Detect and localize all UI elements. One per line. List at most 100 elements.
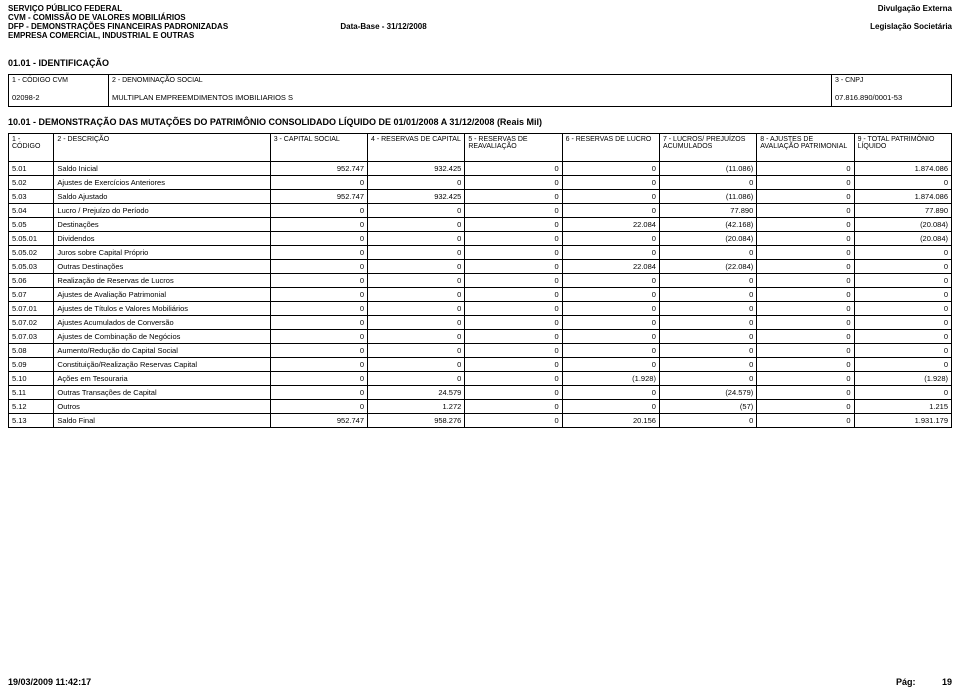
table-row: 5.08Aumento/Redução do Capital Social000…	[9, 344, 952, 358]
cell-code: 5.05.03	[9, 260, 54, 274]
cell-value: 0	[465, 302, 562, 316]
cell-value: 0	[270, 330, 367, 344]
cell-value: 0	[854, 246, 951, 260]
cell-value: 0	[854, 330, 951, 344]
mutations-table: 1 - CÓDIGO 2 - DESCRIÇÃO 3 - CAPITAL SOC…	[8, 133, 952, 428]
cell-value: 0	[854, 316, 951, 330]
cell-value: 952.747	[270, 190, 367, 204]
cell-value: (20.084)	[854, 232, 951, 246]
cell-value: 0	[465, 162, 562, 176]
cell-value: 0	[854, 274, 951, 288]
cell-value: 0	[562, 246, 659, 260]
cell-desc: Ajustes de Títulos e Valores Mobiliários	[54, 302, 270, 316]
ident-v3: 07.816.890/0001-53	[832, 91, 952, 107]
cell-value: 0	[270, 344, 367, 358]
cell-value: 0	[562, 316, 659, 330]
table-row: 5.13Saldo Final952.747958.276020.156001.…	[9, 414, 952, 428]
cell-value: 0	[270, 400, 367, 414]
table-row: 5.07.03Ajustes de Combinação de Negócios…	[9, 330, 952, 344]
cell-value: 932.425	[368, 190, 465, 204]
cell-value: 0	[368, 204, 465, 218]
cell-value: 0	[659, 288, 756, 302]
cell-value: 0	[757, 358, 854, 372]
cell-code: 5.09	[9, 358, 54, 372]
cell-desc: Dividendos	[54, 232, 270, 246]
table-row: 5.05.02Juros sobre Capital Próprio000000…	[9, 246, 952, 260]
cell-value: 0	[368, 344, 465, 358]
ident-h2: 2 - DENOMINAÇÃO SOCIAL	[109, 75, 832, 91]
cell-value: 1.874.086	[854, 190, 951, 204]
cell-value: 0	[757, 232, 854, 246]
cell-value: 77.890	[659, 204, 756, 218]
cell-desc: Ajustes Acumulados de Conversão	[54, 316, 270, 330]
cell-value: 0	[854, 260, 951, 274]
cell-value: 0	[757, 204, 854, 218]
cell-value: 0	[465, 330, 562, 344]
table-row: 5.04Lucro / Prejuízo do Período000077.89…	[9, 204, 952, 218]
cell-code: 5.10	[9, 372, 54, 386]
cell-value: 0	[854, 344, 951, 358]
cell-code: 5.03	[9, 190, 54, 204]
cell-value: 22.084	[562, 218, 659, 232]
table-row: 5.01Saldo Inicial952.747932.42500(11.086…	[9, 162, 952, 176]
cell-value: 0	[757, 400, 854, 414]
cell-value: 0	[757, 414, 854, 428]
cell-value: 0	[757, 316, 854, 330]
cell-desc: Lucro / Prejuízo do Período	[54, 204, 270, 218]
cell-value: (24.579)	[659, 386, 756, 400]
cell-desc: Outras Transações de Capital	[54, 386, 270, 400]
cell-value: 952.747	[270, 414, 367, 428]
cell-value: 0	[270, 260, 367, 274]
cell-value: 0	[659, 330, 756, 344]
col-reservas-reaval: 5 - RESERVAS DE REAVALIAÇÃO	[465, 134, 562, 162]
table-row: 5.05Destinações00022.084(42.168)0(20.084…	[9, 218, 952, 232]
cell-value: 0	[465, 400, 562, 414]
ident-h3: 3 - CNPJ	[832, 75, 952, 91]
cell-value: 0	[757, 162, 854, 176]
cell-value: 0	[368, 358, 465, 372]
cell-value: 0	[465, 260, 562, 274]
cell-value: 0	[757, 344, 854, 358]
cell-value: 0	[368, 372, 465, 386]
cell-value: 0	[465, 190, 562, 204]
header-line3: DFP - DEMONSTRAÇÕES FINANCEIRAS PADRONIZ…	[8, 22, 427, 31]
table-row: 5.09Constituição/Realização Reservas Cap…	[9, 358, 952, 372]
cell-value: 0	[659, 302, 756, 316]
cell-code: 5.08	[9, 344, 54, 358]
col-codigo: 1 - CÓDIGO	[9, 134, 54, 162]
table-row: 5.12Outros01.27200(57)01.215	[9, 400, 952, 414]
header-right: Divulgação Externa Legislação Societária	[870, 4, 952, 40]
ident-v1: 02098-2	[9, 91, 109, 107]
cell-desc: Realização de Reservas de Lucros	[54, 274, 270, 288]
ident-h1: 1 - CÓDIGO CVM	[9, 75, 109, 91]
header-spacer	[870, 13, 952, 22]
cell-value: 0	[562, 288, 659, 302]
cell-value: 1.272	[368, 400, 465, 414]
cell-value: (11.086)	[659, 162, 756, 176]
cell-value: 0	[562, 190, 659, 204]
cell-value: 0	[270, 274, 367, 288]
cell-value: 0	[659, 344, 756, 358]
cell-value: 0	[854, 302, 951, 316]
cell-value: 0	[757, 372, 854, 386]
cell-value: (1.928)	[854, 372, 951, 386]
header-l3-text: DFP - DEMONSTRAÇÕES FINANCEIRAS PADRONIZ…	[8, 22, 228, 31]
table-row: 5.05.03Outras Destinações00022.084(22.08…	[9, 260, 952, 274]
cell-value: 0	[270, 288, 367, 302]
table-row: 5.07.01Ajustes de Títulos e Valores Mobi…	[9, 302, 952, 316]
footer-page-label: Pág:	[896, 677, 916, 687]
cell-value: (57)	[659, 400, 756, 414]
header-line1: SERVIÇO PÚBLICO FEDERAL	[8, 4, 427, 13]
header-center: Data-Base - 31/12/2008	[230, 22, 426, 31]
table-row: 5.07.02Ajustes Acumulados de Conversão00…	[9, 316, 952, 330]
cell-value: (20.084)	[659, 232, 756, 246]
cell-value: 1.874.086	[854, 162, 951, 176]
cell-value: 0	[757, 330, 854, 344]
ident-v2: MULTIPLAN EMPREEMDIMENTOS IMOBILIARIOS S	[109, 91, 832, 107]
table-row: 5.06Realização de Reservas de Lucros0000…	[9, 274, 952, 288]
cell-value: 0	[757, 386, 854, 400]
doc-header: SERVIÇO PÚBLICO FEDERAL CVM - COMISSÃO D…	[0, 0, 960, 40]
cell-value: 0	[368, 316, 465, 330]
cell-code: 5.05	[9, 218, 54, 232]
cell-value: 0	[659, 274, 756, 288]
